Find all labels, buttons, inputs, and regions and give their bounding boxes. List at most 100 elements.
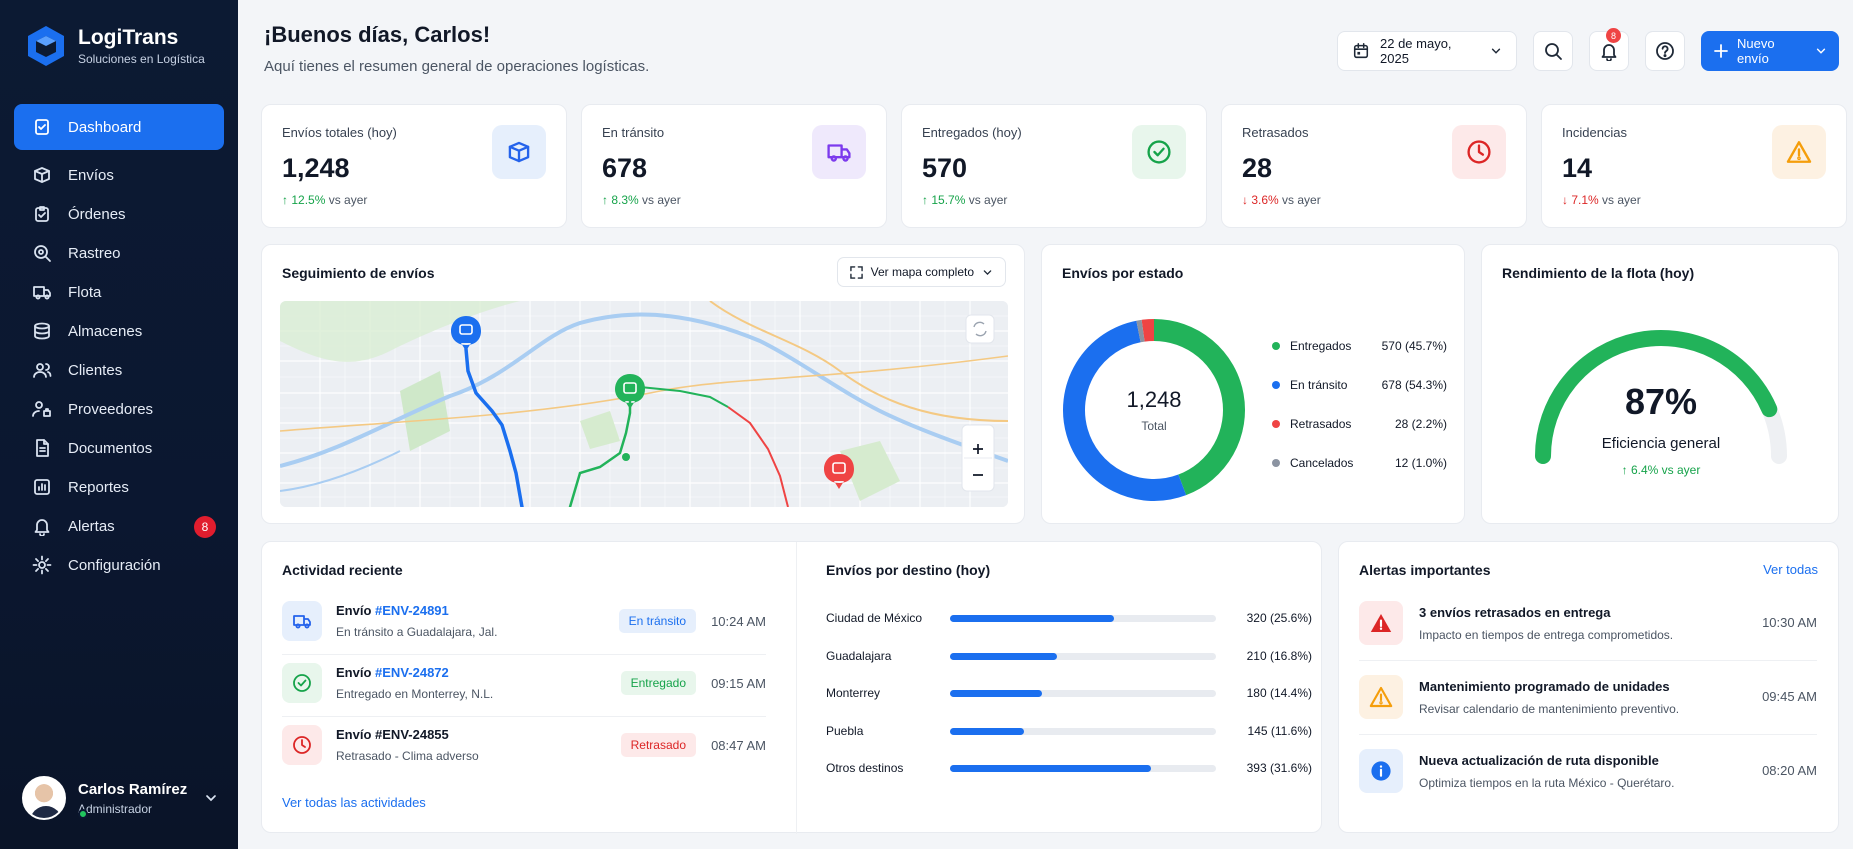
- shipment-id-link[interactable]: #ENV-24872: [375, 665, 449, 680]
- stat-change-suffix: vs ayer: [1282, 193, 1321, 207]
- stat-card[interactable]: En tránsito 678 ↑ 8.3% vs ayer: [581, 104, 887, 228]
- sidebar-item-gear[interactable]: Configuración: [14, 542, 224, 588]
- chevron-down-icon: [1816, 48, 1826, 54]
- destination-bar: [950, 615, 1114, 622]
- stat-card[interactable]: Incidencias 14 ↓ 7.1% vs ayer: [1541, 104, 1847, 228]
- delivered-marker[interactable]: [615, 374, 645, 409]
- donut-slice-cancelados[interactable]: [1136, 319, 1145, 343]
- brand[interactable]: LogiTrans Soluciones en Logística: [26, 24, 205, 68]
- destination-row[interactable]: Monterrey 180 (14.4%): [826, 684, 1312, 704]
- warning-icon: [1786, 141, 1812, 163]
- sidebar-item-package[interactable]: Envíos: [14, 152, 224, 198]
- sidebar-item-clipboard[interactable]: Órdenes: [14, 191, 224, 237]
- sidebar-item-label: Documentos: [68, 439, 153, 457]
- user-name: Carlos Ramírez: [78, 780, 188, 798]
- sidebar-item-users[interactable]: Clientes: [14, 347, 224, 393]
- sidebar-item-tracking[interactable]: Rastreo: [14, 230, 224, 276]
- stat-icon-box: [1132, 125, 1186, 179]
- destination-bar-track: [950, 765, 1216, 772]
- sidebar-item-warehouse[interactable]: Almacenes: [14, 308, 224, 354]
- donut-slice-entregados[interactable]: [1153, 319, 1245, 496]
- refresh-map-button[interactable]: [965, 314, 995, 344]
- activity-title: Envío #ENV-24855: [336, 727, 449, 742]
- activity-item[interactable]: Envío #ENV-24891 En tránsito a Guadalajar…: [282, 601, 766, 659]
- stat-card[interactable]: Envíos totales (hoy) 1,248 ↑ 12.5% vs ayer: [261, 104, 567, 228]
- alert-item[interactable]: Mantenimiento programado de unidades Revi…: [1359, 675, 1817, 735]
- all-activity-link[interactable]: Ver todas las actividades: [282, 795, 426, 810]
- sidebar-item-label: Proveedores: [68, 400, 154, 418]
- donut-center-label: Total: [1141, 419, 1167, 433]
- activity-item[interactable]: Envío #ENV-24855 Retrasado - Clima advers…: [282, 725, 766, 783]
- sidebar-item-label: Reportes: [68, 478, 129, 496]
- alert-icon-box: [1359, 749, 1403, 793]
- zoom-controls[interactable]: [961, 424, 995, 492]
- all-alerts-link[interactable]: Ver todas: [1763, 562, 1818, 577]
- sidebar-item-label: Flota: [68, 283, 102, 301]
- sidebar-item-bell[interactable]: Alertas 8: [14, 503, 224, 549]
- warning-icon: [1369, 686, 1393, 708]
- destination-value: 320 (25.6%): [1246, 611, 1312, 625]
- status-chart-card: Envíos por estado 1,248 Total Entregados…: [1041, 244, 1465, 524]
- activity-item[interactable]: Envío #ENV-24872 Entregado en Monterrey, …: [282, 663, 766, 721]
- stat-change-suffix: vs ayer: [1602, 193, 1641, 207]
- date-picker[interactable]: 22 de mayo, 2025: [1337, 31, 1517, 71]
- check-circle-icon: [293, 674, 311, 692]
- topbar: 22 de mayo, 2025 8 Nuevo envío: [1337, 28, 1839, 71]
- destination-name: Puebla: [826, 723, 864, 738]
- sidebar-item-document[interactable]: Documentos: [14, 425, 224, 471]
- alert-subtitle: Optimiza tiempos en la ruta México - Que…: [1419, 776, 1675, 790]
- donut-slice-retrasados[interactable]: [1141, 319, 1155, 342]
- legend-value: 570 (45.7%): [1381, 339, 1447, 353]
- stat-card[interactable]: Entregados (hoy) 570 ↑ 15.7% vs ayer: [901, 104, 1207, 228]
- fleet-gauge: [1535, 330, 1787, 464]
- alert-subtitle: Impacto en tiempos de entrega comprometi…: [1419, 628, 1674, 642]
- row-divider: [282, 716, 766, 717]
- user-menu[interactable]: Carlos Ramírez Administrador: [22, 776, 218, 820]
- alert-item[interactable]: Nueva actualización de ruta disponible Op…: [1359, 749, 1817, 809]
- destination-row[interactable]: Ciudad de México 320 (25.6%): [826, 609, 1312, 629]
- stat-change: ↓ 3.6% vs ayer: [1242, 193, 1321, 207]
- stat-change-value: 15.7%: [931, 193, 966, 207]
- search-button[interactable]: [1533, 31, 1573, 71]
- sidebar-item-dashboard[interactable]: Dashboard: [14, 104, 224, 150]
- destination-bar: [950, 652, 1058, 660]
- legend-label: Entregados: [1290, 339, 1352, 353]
- delayed-marker[interactable]: [824, 454, 854, 489]
- search-icon: [1545, 43, 1562, 60]
- transit-marker[interactable]: [451, 316, 481, 351]
- alert-title: Mantenimiento programado de unidades: [1419, 679, 1670, 694]
- chevron-down-icon[interactable]: [204, 791, 218, 805]
- stat-change: ↑ 8.3% vs ayer: [602, 193, 681, 207]
- activity-subtitle: Retrasado - Clima adverso: [336, 749, 479, 763]
- help-button[interactable]: [1645, 31, 1685, 71]
- status-badge: Entregado: [620, 671, 696, 695]
- alert-item[interactable]: 3 envíos retrasados en entrega Impacto en…: [1359, 601, 1817, 661]
- online-status-dot: [78, 809, 88, 819]
- tracking-map[interactable]: [280, 301, 1008, 507]
- activity-subtitle: Entregado en Monterrey, N.L.: [336, 687, 494, 701]
- clock-icon: [1467, 140, 1491, 164]
- stat-value: 28: [1242, 153, 1273, 183]
- stat-card[interactable]: Retrasados 28 ↓ 3.6% vs ayer: [1221, 104, 1527, 228]
- destination-row[interactable]: Guadalajara 210 (16.8%): [826, 647, 1312, 667]
- destination-row[interactable]: Puebla 145 (11.6%): [826, 722, 1312, 742]
- stat-icon-box: [1772, 125, 1826, 179]
- sidebar-item-suppliers[interactable]: Proveedores: [14, 386, 224, 432]
- full-map-button[interactable]: Ver mapa completo: [836, 257, 1006, 287]
- shipment-id-link[interactable]: #ENV-24855: [375, 727, 449, 742]
- sidebar-item-truck[interactable]: Flota: [14, 269, 224, 315]
- stat-label: En tránsito: [602, 125, 665, 140]
- donut-slice-en-tránsito[interactable]: [1063, 320, 1187, 501]
- destination-name: Otros destinos: [826, 761, 904, 775]
- notifications-button[interactable]: 8: [1589, 28, 1629, 71]
- sidebar-item-label: Configuración: [68, 556, 161, 574]
- shipment-id-link[interactable]: #ENV-24891: [375, 603, 449, 618]
- new-shipment-button[interactable]: Nuevo envío: [1701, 31, 1839, 71]
- sidebar-item-report[interactable]: Reportes: [14, 464, 224, 510]
- map-canvas[interactable]: [280, 301, 1008, 507]
- destination-row[interactable]: Otros destinos 393 (31.6%): [826, 759, 1312, 779]
- stat-change-suffix: vs ayer: [968, 193, 1008, 207]
- help-icon: [1656, 42, 1674, 60]
- user-role: Administrador: [78, 801, 153, 816]
- destination-name: Guadalajara: [826, 648, 892, 663]
